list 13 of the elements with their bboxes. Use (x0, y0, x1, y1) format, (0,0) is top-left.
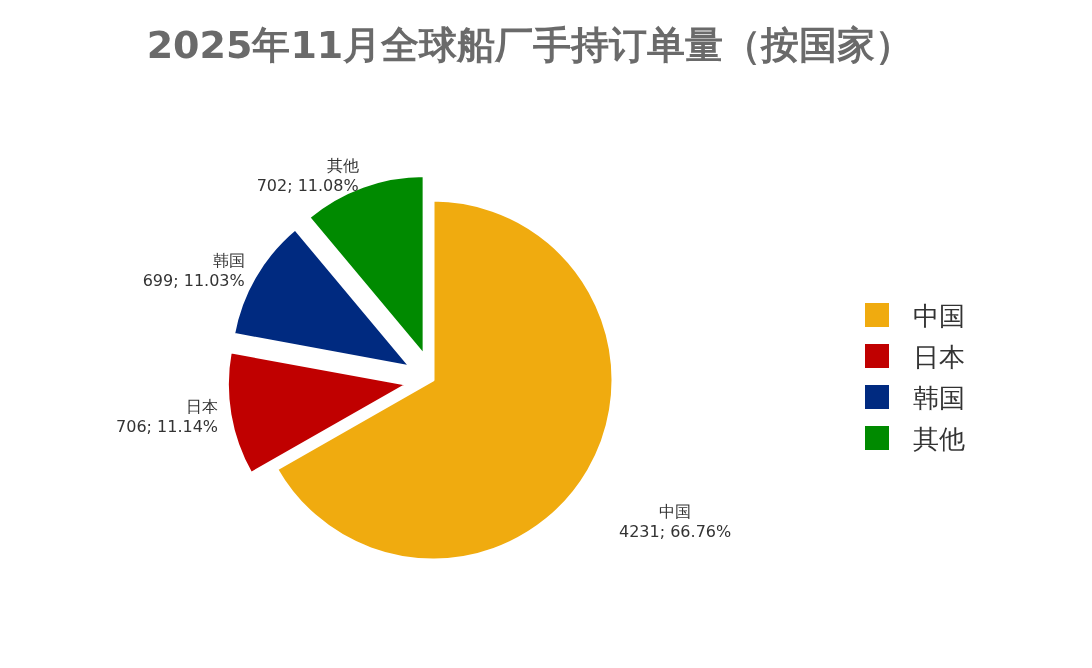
legend-label: 日本 (913, 342, 965, 372)
slice-label: 日本 (186, 397, 219, 417)
legend-label: 韩国 (913, 383, 965, 413)
data-label: 702; 11.08% (256, 176, 359, 196)
chart-title: 2025年11月全球船厂手持订单量（按国家） (146, 23, 914, 67)
slice-label: 其他 (326, 156, 359, 176)
data-label: 699; 11.03% (142, 271, 245, 291)
legend-label: 中国 (913, 301, 965, 331)
legend-label: 其他 (913, 424, 965, 454)
slice-label: 中国 (659, 501, 692, 521)
slice-label: 韩国 (212, 251, 245, 271)
data-label: 4231; 66.76% (618, 521, 732, 541)
data-label: 706; 11.14% (116, 417, 219, 437)
